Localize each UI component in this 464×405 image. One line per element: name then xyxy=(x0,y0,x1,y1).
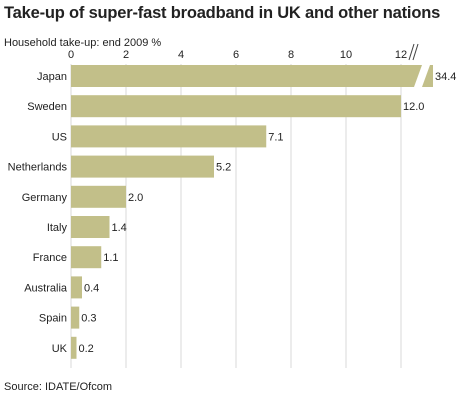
bar xyxy=(71,125,267,148)
bar xyxy=(71,306,80,329)
value-label: 34.4 xyxy=(435,71,456,83)
bar xyxy=(71,155,214,178)
category-label: Netherlands xyxy=(8,162,68,174)
category-label: Australia xyxy=(24,282,68,294)
x-tick-label: 4 xyxy=(178,49,184,61)
value-label: 1.1 xyxy=(103,252,118,264)
bar xyxy=(71,216,110,238)
value-label: 2.0 xyxy=(128,192,143,204)
bars xyxy=(71,65,433,359)
chart-title: Take-up of super-fast broadband in UK an… xyxy=(4,4,441,22)
category-label: Italy xyxy=(47,222,68,234)
x-tick-label: 2 xyxy=(123,49,129,61)
value-labels: 34.4 12.0 7.1 5.2 2.0 1.4 1.1 0.4 0.3 0.2 xyxy=(79,71,457,355)
category-label: Spain xyxy=(39,313,67,325)
category-label: UK xyxy=(52,343,68,355)
axis-break xyxy=(408,43,419,61)
x-tick-label: 12 xyxy=(395,49,407,61)
x-tick-label: 0 xyxy=(68,49,74,61)
axis-break-mark xyxy=(408,43,415,61)
category-label: Japan xyxy=(37,71,67,83)
value-label: 1.4 xyxy=(112,222,127,234)
value-label: 0.3 xyxy=(81,313,96,325)
value-label: 0.4 xyxy=(84,282,99,294)
category-label: Sweden xyxy=(27,101,67,113)
category-label: Germany xyxy=(22,192,68,204)
category-label: France xyxy=(33,252,67,264)
x-axis-ticks: 0 2 4 6 8 10 12 xyxy=(68,49,407,61)
bar xyxy=(71,276,82,299)
bar xyxy=(71,65,422,87)
x-tick-label: 8 xyxy=(288,49,294,61)
x-tick-label: 10 xyxy=(340,49,352,61)
chart-subtitle: Household take-up: end 2009 % xyxy=(4,37,162,49)
x-tick-label: 6 xyxy=(233,49,239,61)
category-label: US xyxy=(52,131,67,143)
bar xyxy=(71,336,77,359)
source-note: Source: IDATE/Ofcom xyxy=(4,381,112,393)
value-label: 0.2 xyxy=(79,343,94,355)
category-labels: Japan Sweden US Netherlands Germany Italy Fran… xyxy=(8,71,68,355)
value-label: 5.2 xyxy=(216,162,231,174)
bar xyxy=(71,95,401,118)
value-label: 12.0 xyxy=(403,101,424,113)
bar-stub xyxy=(422,65,433,87)
axis-break-mark xyxy=(412,43,419,61)
bar xyxy=(71,246,102,269)
value-label: 7.1 xyxy=(268,131,283,143)
bar xyxy=(71,185,126,208)
